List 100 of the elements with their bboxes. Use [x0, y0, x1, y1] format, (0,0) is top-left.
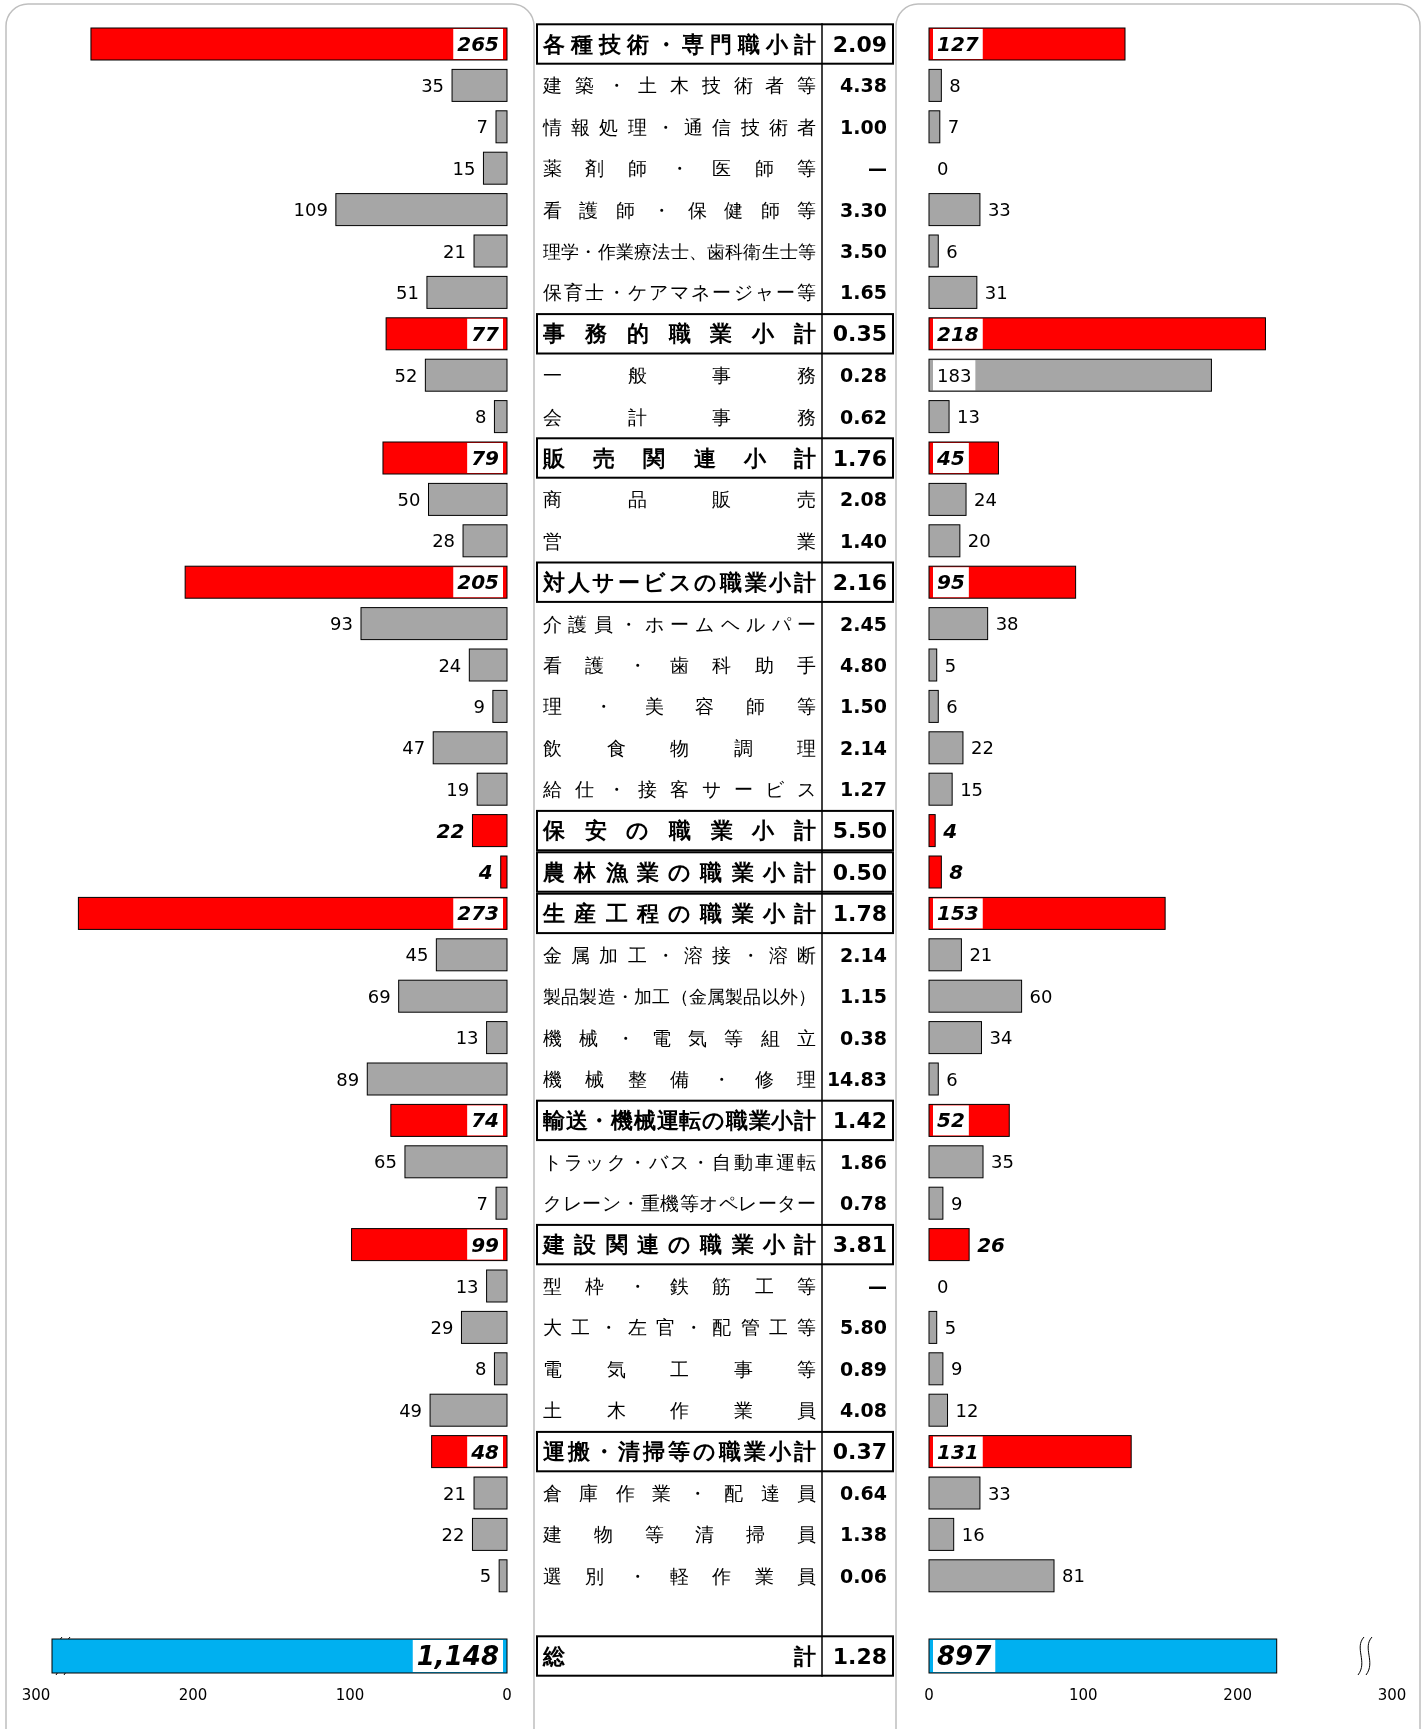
data-label: 5 [944, 654, 957, 676]
y-tick-label: 建築・土木技術者等 [542, 74, 816, 97]
data-label: 52 [394, 364, 418, 386]
y-tick-label: 給仕・接客サービス [542, 778, 816, 801]
text: — [868, 157, 887, 180]
bar [928, 1393, 949, 1427]
x-tick-label: 100 [1069, 1686, 1098, 1704]
bar [928, 358, 1212, 392]
y-tick-label: 機械・電気等組立 [543, 1026, 816, 1049]
y-tick-label: 理学・作業療法士、歯科衛生士等 [543, 240, 816, 262]
y-tick-label: 理・美容師等 [543, 695, 816, 718]
data-label: 31 [984, 281, 1008, 303]
data-label: 127 [937, 32, 979, 56]
text: 1.00 [840, 115, 887, 138]
x-tick-label: 300 [21, 1686, 51, 1704]
y-tick-label: 建設関連の職業小計 [541, 1232, 816, 1258]
data-label: 28 [432, 530, 456, 552]
y-tick-label: 飲食物調理 [543, 736, 816, 759]
bar [928, 482, 967, 516]
text: 1.65 [840, 281, 887, 304]
text: 0.37 [832, 1439, 887, 1465]
text: 0.64 [840, 1482, 887, 1504]
bar [928, 689, 939, 723]
data-label: 8 [949, 74, 961, 96]
y-tick-label: 土木作業員 [543, 1399, 816, 1422]
data-label: 273 [457, 901, 499, 926]
data-label: 8 [474, 406, 487, 428]
text: 1.50 [840, 695, 887, 718]
y-tick-label: 製品製造・加工（金属製品以外） [543, 985, 816, 1007]
bar [928, 317, 1266, 351]
data-label: 13 [455, 1275, 479, 1297]
data-label: 24 [438, 654, 462, 676]
bar [928, 607, 989, 641]
data-label: 109 [293, 199, 328, 221]
y-tick-label: トラック・バス・自動車運転 [543, 1150, 816, 1173]
data-label: 13 [455, 1027, 479, 1049]
data-label: 183 [937, 364, 972, 386]
data-label: 34 [989, 1027, 1013, 1049]
data-label: 7 [947, 116, 960, 138]
bar [486, 1021, 508, 1055]
data-label: 69 [367, 985, 391, 1007]
data-label: 131 [937, 1439, 979, 1464]
y-tick-label: 各種技術・専門職小計 [542, 31, 816, 57]
data-label: 38 [995, 613, 1019, 635]
text: — [868, 1275, 887, 1297]
text: 0.35 [832, 321, 887, 347]
bar [928, 234, 939, 268]
bar [928, 979, 1023, 1013]
data-label: 19 [446, 778, 470, 800]
bar [928, 1186, 944, 1220]
data-label: 33 [987, 199, 1011, 221]
bar [928, 1021, 982, 1055]
data-label: 47 [402, 737, 426, 759]
y-tick-label: 機械整備・修理 [543, 1068, 816, 1090]
bar [184, 565, 508, 599]
data-label: 65 [374, 1151, 397, 1173]
data-label: 21 [969, 944, 993, 966]
y-tick-label: 倉庫作業・配達員 [543, 1482, 816, 1504]
y-tick-label: 介護員・ホームヘルパー [543, 612, 816, 635]
text: 0.62 [840, 405, 887, 428]
data-label: 99 [471, 1232, 500, 1257]
text: 1.40 [840, 529, 887, 552]
text: 2.08 [840, 488, 887, 511]
y-tick-label: 薬剤師・医師等 [543, 157, 816, 180]
data-label: 79 [471, 446, 500, 470]
text: 3.50 [840, 240, 887, 262]
x-tick-label: 0 [502, 1686, 512, 1704]
text: 0.89 [840, 1357, 887, 1380]
text: 14.83 [826, 1068, 887, 1090]
bar [462, 524, 508, 558]
bar [493, 400, 508, 434]
data-label: 6 [946, 1068, 958, 1090]
y-tick-label: 看護師・保健師等 [543, 198, 816, 221]
data-label: 81 [1062, 1565, 1085, 1587]
text: 0.06 [840, 1564, 887, 1587]
data-label: 15 [960, 778, 984, 800]
bar [435, 938, 508, 972]
bar [335, 193, 508, 227]
data-label: 93 [330, 613, 353, 635]
data-label: 9 [473, 695, 485, 717]
data-label: 205 [457, 570, 499, 595]
text: 5.80 [840, 1316, 887, 1339]
data-label: 21 [443, 1482, 467, 1504]
text: 4.38 [840, 74, 887, 97]
bar [482, 151, 508, 185]
bar [428, 482, 508, 516]
bar [498, 1559, 508, 1593]
data-label: 4 [477, 860, 493, 884]
y-tick-label: 建物等清掃員 [542, 1523, 816, 1546]
bar [493, 1352, 508, 1386]
y-tick-label: 運搬・清掃等の職業小計 [543, 1439, 816, 1465]
bar [928, 1145, 984, 1179]
data-label: 33 [987, 1482, 1011, 1504]
data-label: 21 [443, 240, 467, 262]
bar [473, 1476, 508, 1510]
bar [928, 1517, 955, 1551]
bar [473, 234, 508, 268]
bar [77, 896, 508, 930]
data-label: 6 [946, 695, 958, 717]
bar [486, 1269, 508, 1303]
